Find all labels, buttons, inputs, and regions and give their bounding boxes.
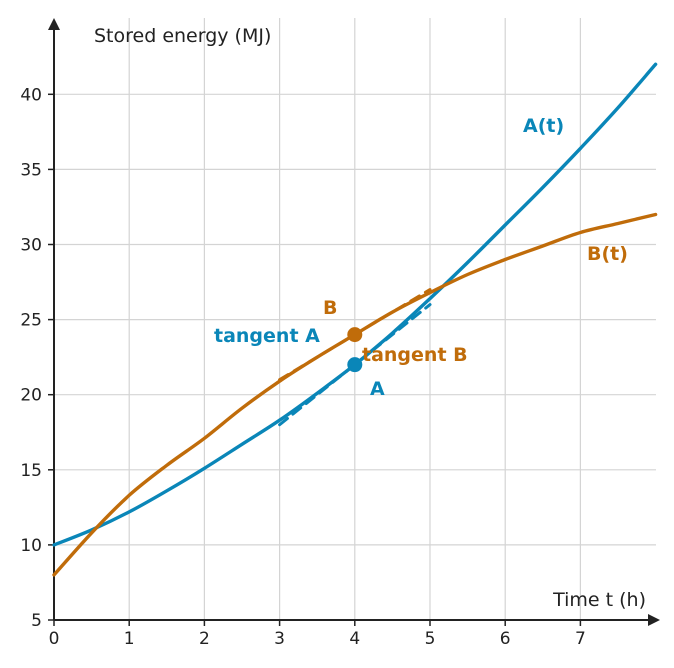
x-tick-label: 0 (49, 629, 60, 649)
point-label-a: A (370, 378, 385, 400)
y-tick-label: 30 (20, 236, 42, 256)
point-label-b: B (323, 297, 337, 319)
y-tick-label: 40 (20, 85, 42, 105)
axes (48, 18, 660, 626)
points (347, 327, 363, 373)
y-axis-arrow (48, 18, 60, 30)
ticks: 0 1 2 3 4 5 6 7 5 10 15 20 25 30 35 40 (20, 85, 585, 649)
x-axis-arrow (648, 614, 660, 626)
y-tick-label: 25 (20, 311, 42, 331)
y-tick-label: 10 (20, 536, 42, 556)
y-axis-title: Stored energy (MJ) (94, 25, 271, 47)
x-tick-label: 4 (349, 629, 360, 649)
tangent-label-b: tangent B (362, 344, 468, 366)
y-tick-label: 35 (20, 160, 42, 180)
tangent-label-a: tangent A (214, 325, 320, 347)
point-a (347, 357, 363, 373)
y-tick-label: 20 (20, 386, 42, 406)
y-tick-label: 15 (20, 461, 42, 481)
x-tick-label: 2 (199, 629, 210, 649)
point-b (347, 327, 363, 343)
x-tick-label: 3 (274, 629, 285, 649)
y-tick-label: 5 (31, 611, 42, 631)
x-axis-title: Time t (h) (552, 589, 646, 611)
x-tick-label: 1 (124, 629, 135, 649)
x-tick-label: 7 (575, 629, 586, 649)
x-tick-label: 6 (500, 629, 511, 649)
series-label-b: B(t) (587, 243, 628, 265)
series-label-a: A(t) (523, 115, 564, 137)
x-tick-label: 5 (425, 629, 436, 649)
grid (54, 18, 656, 620)
